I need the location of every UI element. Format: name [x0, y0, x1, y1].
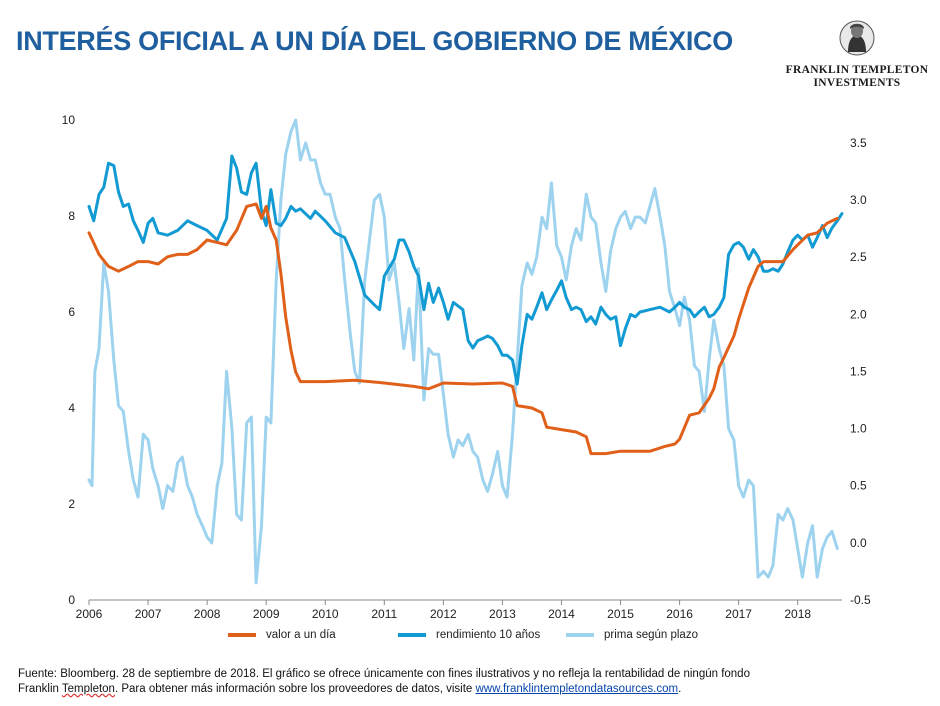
chart-axes [88, 599, 842, 605]
legend-label-10y: rendimiento 10 años [436, 629, 541, 641]
legend-item-term-premium: prima según plazo [566, 629, 698, 641]
x-tick-label: 2012 [430, 607, 457, 621]
y-left-tick-label: 4 [68, 401, 75, 415]
logo-line-2: INVESTMENTS [813, 77, 901, 89]
y-right-tick-label: 1.0 [850, 422, 867, 436]
series-line-10y [87, 154, 844, 386]
franklin-templeton-logo: FRANKLIN TEMPLETON INVESTMENTS [782, 14, 932, 94]
x-tick-label: 2008 [194, 607, 221, 621]
y-left-tick-label: 6 [68, 305, 75, 319]
y-right-tick-label: 2.5 [850, 250, 867, 264]
legend-swatch-overnight [228, 632, 256, 637]
series-line-overnight [87, 202, 839, 456]
source-footnote: Fuente: Bloomberg. 28 de septiembre de 2… [18, 667, 918, 697]
y-left-tick-label: 0 [68, 593, 75, 607]
page-title: INTERÉS OFICIAL A UN DÍA DEL GOBIERNO DE… [16, 26, 733, 56]
x-tick-label: 2017 [725, 607, 752, 621]
x-tick-label: 2018 [784, 607, 811, 621]
franklin-portrait-logo-icon [839, 20, 875, 56]
y-right-tick-label: 0.5 [850, 479, 867, 493]
chart-ticks: 2006 2007 2008 2009 2010 2011 2012 2013 2014 2015… [62, 113, 871, 621]
y-right-tick-label: -0.5 [850, 593, 871, 607]
footnote-line-2a: Franklin [18, 683, 62, 695]
x-tick-label: 2006 [76, 607, 103, 621]
x-tick-label: 2007 [135, 607, 162, 621]
series-line-term-premium [87, 118, 839, 585]
legend-label-overnight: valor a un día [266, 629, 336, 641]
x-tick-label: 2010 [312, 607, 339, 621]
y-right-tick-label: 3.0 [850, 193, 867, 207]
x-tick-label: 2014 [548, 607, 575, 621]
legend-item-10y: rendimiento 10 años [398, 629, 540, 641]
legend-swatch-term-premium [566, 632, 594, 637]
y-right-tick-label: 0.0 [850, 536, 867, 550]
x-tick-label: 2011 [371, 607, 397, 621]
y-right-tick-label: 2.0 [850, 307, 867, 321]
chart-series [87, 118, 844, 585]
y-right-tick-label: 1.5 [850, 364, 867, 378]
y-right-tick-label: 3.5 [850, 136, 867, 150]
x-tick-label: 2013 [489, 607, 516, 621]
y-left-tick-label: 10 [62, 113, 76, 127]
legend-item-overnight: valor a un día [228, 629, 336, 641]
y-left-tick-label: 2 [68, 497, 75, 511]
x-tick-label: 2015 [607, 607, 634, 621]
footnote-line-2c: . Para obtener más información sobre los… [114, 683, 476, 695]
x-tick-label: 2009 [253, 607, 280, 621]
chart-legend: valor a un día rendimiento 10 años prima… [0, 629, 940, 649]
y-left-tick-label: 8 [68, 209, 75, 223]
datasources-link[interactable]: www.franklintempletondatasources.com [475, 683, 679, 695]
footnote-line-2d: . [678, 683, 682, 695]
legend-label-term-premium: prima según plazo [604, 629, 698, 641]
x-tick-label: 2016 [666, 607, 693, 621]
footnote-line-2b: Templeton [61, 683, 115, 695]
logo-line-1: FRANKLIN TEMPLETON [785, 64, 929, 76]
footnote-line-1: Fuente: Bloomberg. 28 de septiembre de 2… [18, 668, 750, 680]
legend-swatch-10y [398, 632, 426, 637]
